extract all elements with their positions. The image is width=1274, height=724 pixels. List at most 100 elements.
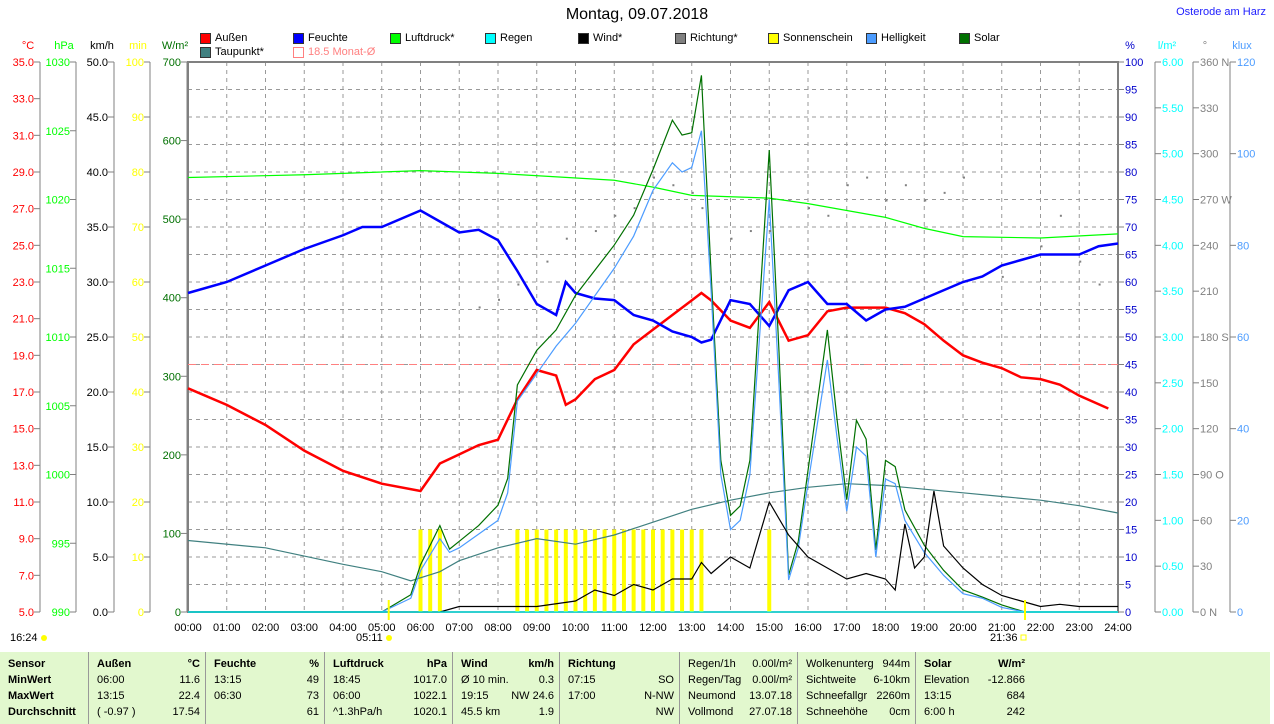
axis-unit-label: ° — [1203, 40, 1207, 52]
sun-icon — [386, 635, 392, 641]
x-tick-label: 13:00 — [678, 622, 706, 634]
axis-tick-label: 80 — [1237, 240, 1249, 252]
table-cell-label: Elevation — [924, 674, 970, 686]
direction-point — [885, 199, 888, 202]
direction-point — [594, 230, 597, 233]
sunshine-bar — [631, 529, 636, 612]
axis-tick-label: 100 — [126, 57, 144, 69]
table-cell-value: 0cm — [889, 706, 910, 718]
direction-point — [1059, 214, 1062, 217]
table-cell-label: 45.5 km — [461, 706, 501, 718]
table-cell-value: 0.00l/m² — [752, 658, 792, 670]
x-tick-label: 03:00 — [290, 622, 318, 634]
table-cell-label: Ø 10 min. — [461, 674, 509, 686]
x-tick-label: 18:00 — [872, 622, 900, 634]
chart-title: Montag, 09.07.2018 — [565, 6, 709, 23]
axis-tick-label: 0 — [175, 607, 181, 619]
legend-label: Solar — [974, 32, 1000, 44]
table-cell-value: % — [309, 658, 319, 670]
axis-tick-label: 0.50 — [1162, 561, 1183, 573]
stats-table: Sensor MinWert MaxWert Durchschnitt Außen °C 0… — [0, 652, 1270, 724]
axis-tick-label: 20 — [132, 497, 144, 509]
direction-point — [614, 214, 617, 217]
axis-tick-label: 5.00 — [1162, 149, 1183, 161]
axis-tick-label: 700 — [163, 57, 181, 69]
direction-point — [1098, 283, 1101, 286]
axis-tick-label: 75 — [1125, 195, 1137, 207]
legend-item: Sonnenschein — [768, 32, 853, 44]
sunshine-bar — [437, 529, 442, 612]
table-cell-value: 73 — [306, 690, 319, 702]
direction-point — [769, 230, 772, 233]
legend-swatch — [293, 46, 304, 58]
axis-tick-label: 45 — [1125, 360, 1137, 372]
sunshine-bar — [583, 529, 588, 612]
axis-tick-label: 240 — [1200, 240, 1218, 252]
legend-item: Regen — [485, 32, 532, 44]
direction-point — [633, 207, 636, 210]
axis-tick-label: 100 — [1237, 149, 1255, 161]
direction-point — [701, 207, 704, 210]
axis-tick-label: 85 — [1125, 140, 1137, 152]
table-cell-value: 27.07.18 — [749, 706, 792, 718]
table-cell-label: 06:00 — [333, 690, 361, 702]
direction-point — [498, 298, 500, 301]
axis-tick-label: 270 W — [1200, 195, 1232, 207]
x-tick-label: 16:00 — [794, 622, 822, 634]
axis-tick-label: 10 — [132, 552, 144, 564]
direction-point — [788, 199, 791, 202]
sunshine-bar — [534, 529, 539, 612]
axis-tick-label: 55 — [1125, 305, 1137, 317]
axis-tick-label: 100 — [163, 528, 181, 540]
table-column: Luftdruck hPa 18:45 1017.0 06:00 1022.1 ^1.3hP… — [324, 652, 453, 724]
direction-point — [904, 184, 907, 187]
axis-tick-label: 180 S — [1200, 332, 1229, 344]
axis-tick-label: 60 — [1200, 515, 1212, 527]
table-cell-label: Richtung — [568, 658, 616, 670]
table-cell-value: hPa — [426, 658, 447, 670]
table-cell-value: 13.07.18 — [749, 690, 792, 702]
table-cell-label: 17:00 — [568, 690, 596, 702]
table-cell-label: MaxWert — [8, 690, 54, 702]
axis-tick-label: 70 — [132, 222, 144, 234]
legend-swatch — [200, 46, 211, 58]
axis-tick-label: 65 — [1125, 250, 1137, 262]
axis-tick-label: 35.0 — [13, 57, 34, 69]
axis-unit-label: min — [129, 40, 147, 52]
axis-tick-label: 210 — [1200, 286, 1218, 298]
legend-swatch — [768, 32, 779, 44]
x-tick-label: 23:00 — [1065, 622, 1093, 634]
direction-point — [808, 207, 810, 210]
axis-tick-label: 45.0 — [87, 112, 108, 124]
table-cell-value: 944m — [882, 658, 910, 670]
axis-tick-label: 50 — [132, 332, 144, 344]
axis-tick-label: 40.0 — [87, 167, 108, 179]
table-column: Wolkenunterg 944m Sichtweite 6-10km Schneefa… — [797, 652, 916, 724]
axis-tick-label: 5.0 — [93, 552, 108, 564]
legend-label: Helligkeit — [881, 32, 926, 44]
axis-tick-label: 1015 — [46, 263, 70, 275]
sunshine-bar — [602, 529, 607, 612]
table-cell-label: Sichtweite — [806, 674, 857, 686]
table-cell-value: 684 — [1006, 690, 1025, 702]
axis-tick-label: 4.00 — [1162, 240, 1183, 252]
table-cell-label: Luftdruck — [333, 658, 384, 670]
table-cell-label: 07:15 — [568, 674, 596, 686]
axis-tick-label: 40 — [1237, 424, 1249, 436]
axis-tick-label: 60 — [1125, 277, 1137, 289]
axis-tick-label: 30.0 — [87, 277, 108, 289]
axis-tick-label: 70 — [1125, 222, 1137, 234]
axis-tick-label: 30 — [1200, 561, 1212, 573]
axis-tick-label: 1.50 — [1162, 470, 1183, 482]
table-cell-label: 06:00 — [97, 674, 125, 686]
axis-tick-label: 300 — [163, 371, 181, 383]
table-cell-value: 2260m — [876, 690, 910, 702]
legend-label: Luftdruck* — [405, 32, 455, 44]
legend-swatch — [578, 32, 589, 44]
legend-label: Außen — [215, 32, 248, 44]
axis-tick-label: 80 — [1125, 167, 1137, 179]
legend-item: 18.5 Monat-Ø — [293, 46, 375, 58]
axis-tick-label: 29.0 — [13, 167, 34, 179]
x-tick-label: 08:00 — [484, 622, 512, 634]
direction-point — [846, 184, 849, 187]
